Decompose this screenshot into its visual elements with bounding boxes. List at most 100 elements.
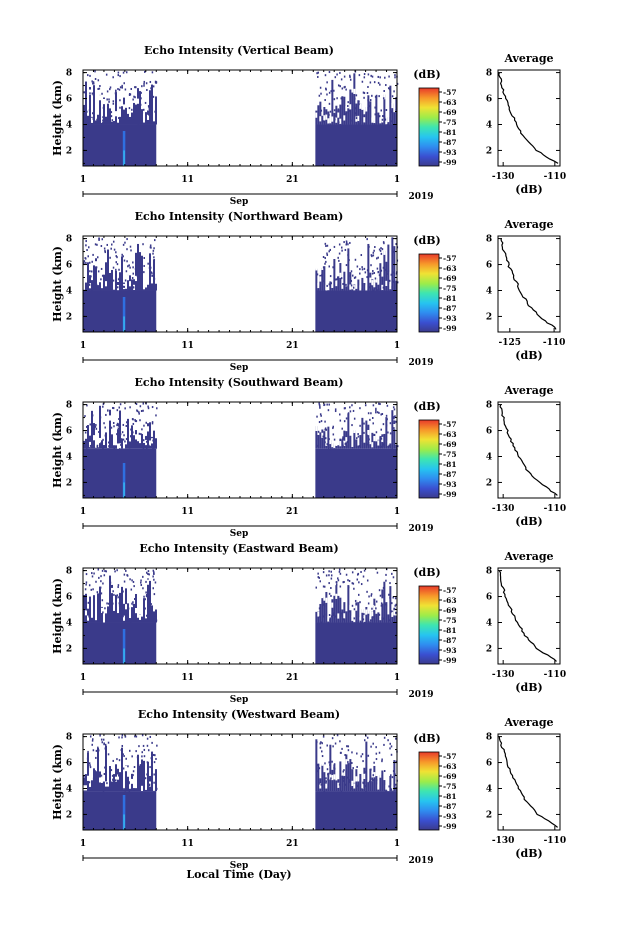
heatmap-speckle: [85, 117, 87, 120]
heatmap-speckle: [359, 272, 361, 275]
heatmap-speckle: [100, 592, 103, 595]
heatmap-speckle: [329, 619, 331, 622]
heatmap-speckle: [393, 417, 395, 420]
heatmap-speckle: [104, 434, 107, 437]
heatmap-speckle: [345, 88, 347, 91]
heatmap-speckle: [322, 255, 325, 258]
heatmap-column: [331, 287, 334, 291]
heatmap-gap: [133, 783, 135, 789]
heatmap-speckle: [390, 120, 392, 123]
heatmap-speckle: [100, 278, 102, 281]
colorbar-tick-label: -87: [443, 636, 457, 645]
heatmap-speckle: [365, 771, 367, 774]
heatmap-speckle: [374, 603, 376, 606]
heatmap-column: [133, 102, 135, 125]
heatmap-speckle: [122, 753, 124, 756]
heatmap-column: [375, 95, 378, 125]
heatmap-speckle: [324, 290, 326, 293]
heatmap-speckle: [122, 615, 124, 618]
heatmap-speckle: [357, 784, 359, 787]
heatmap-speckle: [103, 743, 105, 746]
heatmap-column: [341, 775, 344, 792]
heatmap-speckle: [85, 608, 88, 611]
heatmap-speckle: [357, 433, 359, 436]
heatmap-column: [147, 761, 149, 792]
heatmap-speckle: [117, 774, 120, 777]
chart-panel-1: Echo Intensity (Vertical Beam)2468Height…: [51, 44, 566, 207]
heatmap-speckle: [120, 602, 122, 605]
heatmap-speckle: [143, 606, 145, 609]
heatmap-column: [375, 776, 378, 792]
heatmap-gap: [315, 425, 318, 432]
heatmap-speckle: [345, 243, 348, 246]
heatmap-gap: [367, 429, 370, 436]
colorbar-tick-label: -69: [443, 772, 457, 781]
heatmap-speckle: [83, 91, 86, 94]
heatmap-speckle: [96, 772, 99, 775]
heatmap-column: [335, 445, 338, 449]
chart-title: Echo Intensity (Eastward Beam): [139, 542, 338, 555]
heatmap-column: [339, 761, 342, 792]
heatmap-speckle: [117, 423, 120, 426]
heatmap-gap: [329, 438, 332, 445]
heatmap-speckle: [92, 112, 94, 115]
heatmap-speckle: [116, 758, 118, 761]
heatmap-speckle: [140, 433, 142, 436]
heatmap-speckle: [152, 753, 155, 756]
heatmap-speckle: [125, 616, 128, 619]
heatmap-speckle: [135, 86, 137, 89]
heatmap-speckle: [148, 437, 150, 440]
heatmap-speckle: [349, 74, 351, 77]
x-tick-label: 1: [80, 507, 86, 517]
heatmap-speckle: [325, 574, 328, 577]
heatmap-gap: [103, 98, 105, 105]
heatmap-gap: [89, 89, 91, 95]
heatmap-speckle: [385, 414, 388, 417]
heatmap-speckle: [140, 410, 143, 413]
heatmap-speckle: [92, 82, 95, 85]
heatmap-speckle: [97, 87, 99, 90]
avg-x-tick-label: -125: [499, 338, 522, 348]
heatmap-speckle: [328, 614, 331, 617]
heatmap-speckle: [372, 251, 375, 254]
heatmap-column: [149, 580, 151, 623]
colorbar-tick-label: -81: [443, 626, 457, 635]
heatmap-column: [329, 122, 332, 125]
heatmap-speckle: [152, 95, 155, 98]
heatmap-gap: [89, 781, 91, 787]
heatmap-speckle: [134, 420, 137, 423]
heatmap-speckle: [136, 254, 138, 257]
heatmap-speckle: [115, 785, 118, 788]
heatmap-column: [127, 274, 129, 291]
colorbar-tick-label: -63: [443, 98, 457, 107]
colorbar-tick-label: -75: [443, 782, 457, 791]
heatmap-speckle: [146, 761, 149, 764]
heatmap-column: [93, 768, 95, 792]
heatmap-speckle: [142, 409, 144, 412]
heatmap-gap: [377, 784, 380, 790]
x-tick-label: 21: [286, 341, 299, 351]
heatmap-speckle: [336, 278, 338, 281]
heatmap-gap: [345, 106, 348, 112]
heatmap-column: [355, 602, 358, 623]
heatmap-speckle: [152, 587, 154, 590]
heatmap-gap: [139, 614, 141, 620]
colorbar-tick-label: -93: [443, 812, 457, 821]
heatmap-speckle: [396, 445, 399, 448]
heatmap-speckle: [134, 418, 136, 421]
heatmap-speckle: [122, 243, 125, 246]
heatmap-speckle: [326, 253, 329, 256]
colorbar-tick-label: -63: [443, 430, 457, 439]
month-label: Sep: [230, 529, 249, 539]
heatmap-speckle: [353, 417, 356, 420]
heatmap-speckle: [381, 248, 384, 251]
heatmap-column: [355, 103, 358, 125]
heatmap-column: [351, 446, 354, 449]
heatmap-speckle: [143, 424, 145, 427]
heatmap-speckle: [358, 74, 361, 77]
avg-y-tick-label: 2: [486, 478, 492, 488]
heatmap-gap: [359, 617, 362, 623]
heatmap-speckle: [92, 783, 95, 786]
heatmap-speckle: [145, 436, 148, 439]
heatmap-column: [129, 614, 131, 623]
